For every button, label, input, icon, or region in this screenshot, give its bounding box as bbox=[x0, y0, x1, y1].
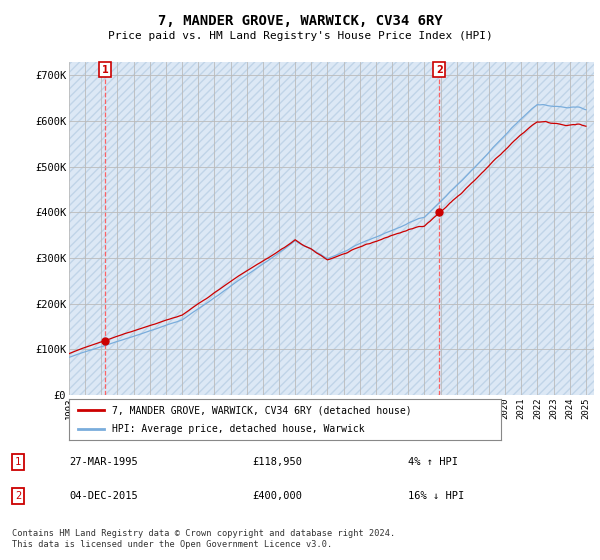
Text: 16% ↓ HPI: 16% ↓ HPI bbox=[408, 491, 464, 501]
Text: 1: 1 bbox=[101, 65, 109, 75]
Text: 1: 1 bbox=[15, 457, 21, 467]
Text: 04-DEC-2015: 04-DEC-2015 bbox=[69, 491, 138, 501]
Text: 2: 2 bbox=[15, 491, 21, 501]
Text: 7, MANDER GROVE, WARWICK, CV34 6RY: 7, MANDER GROVE, WARWICK, CV34 6RY bbox=[158, 14, 442, 28]
Text: Contains HM Land Registry data © Crown copyright and database right 2024.
This d: Contains HM Land Registry data © Crown c… bbox=[12, 529, 395, 549]
Text: £118,950: £118,950 bbox=[252, 457, 302, 467]
Text: 27-MAR-1995: 27-MAR-1995 bbox=[69, 457, 138, 467]
Text: 7, MANDER GROVE, WARWICK, CV34 6RY (detached house): 7, MANDER GROVE, WARWICK, CV34 6RY (deta… bbox=[112, 405, 412, 415]
Text: 4% ↑ HPI: 4% ↑ HPI bbox=[408, 457, 458, 467]
Text: Price paid vs. HM Land Registry's House Price Index (HPI): Price paid vs. HM Land Registry's House … bbox=[107, 31, 493, 41]
Text: 2: 2 bbox=[436, 65, 443, 75]
Text: £400,000: £400,000 bbox=[252, 491, 302, 501]
Text: HPI: Average price, detached house, Warwick: HPI: Average price, detached house, Warw… bbox=[112, 424, 365, 433]
